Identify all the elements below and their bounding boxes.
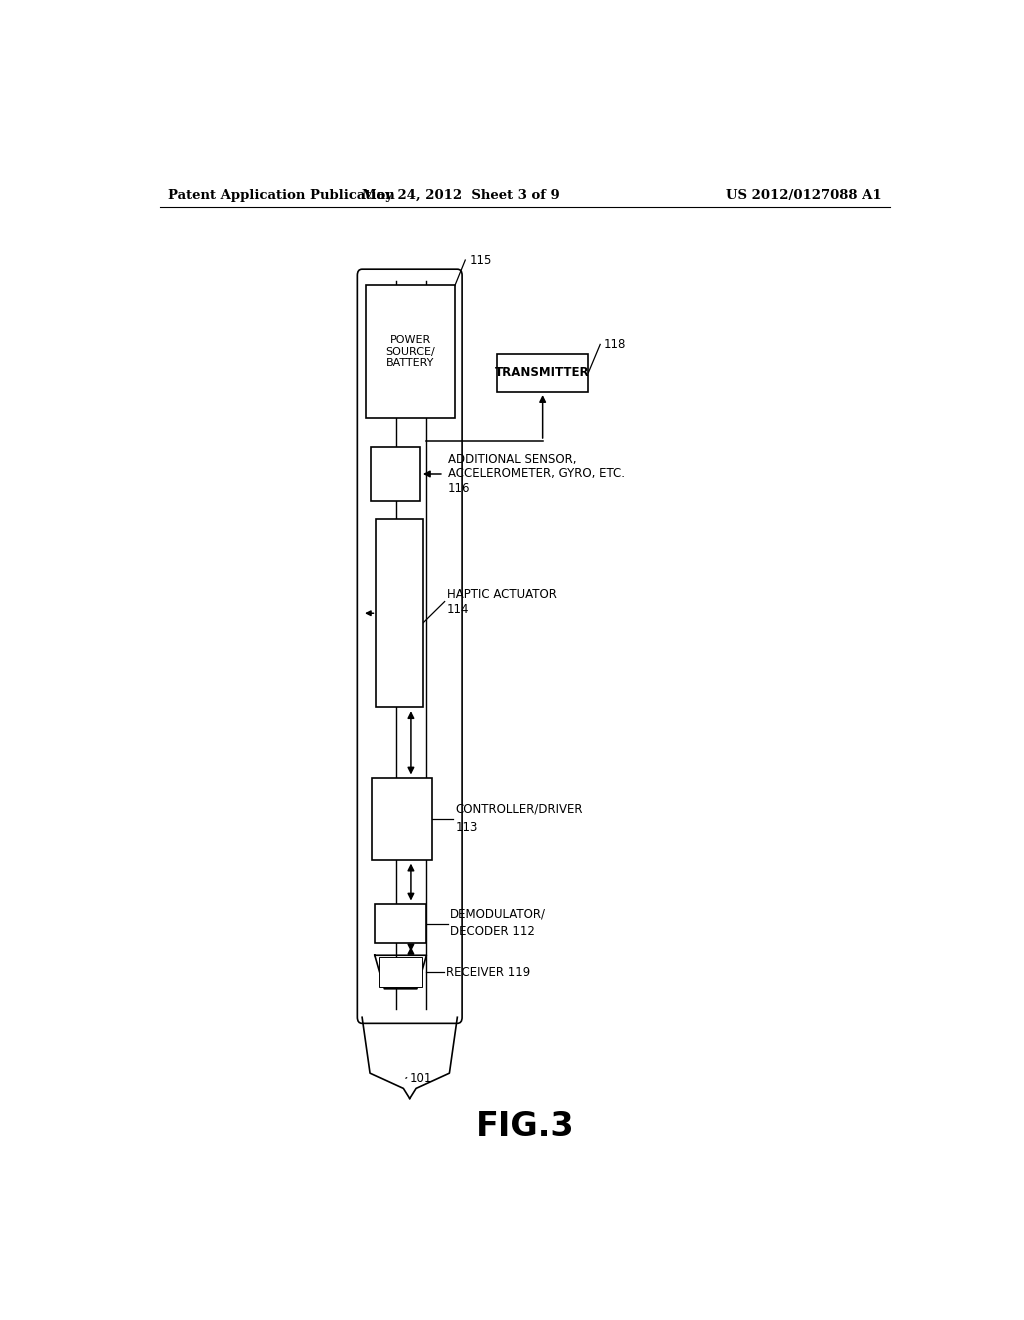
Bar <box>367 285 455 417</box>
Bar <box>379 957 423 987</box>
Text: 116: 116 <box>447 482 470 495</box>
Text: CONTROLLER/DRIVER: CONTROLLER/DRIVER <box>456 803 584 816</box>
Text: POWER
SOURCE/
BATTERY: POWER SOURCE/ BATTERY <box>386 335 435 368</box>
Text: HAPTIC ACTUATOR: HAPTIC ACTUATOR <box>447 587 557 601</box>
Text: ADDITIONAL SENSOR,: ADDITIONAL SENSOR, <box>447 453 577 466</box>
Text: 113: 113 <box>456 821 478 834</box>
Bar <box>373 779 432 859</box>
Text: 118: 118 <box>604 338 627 351</box>
Text: ACCELEROMETER, GYRO, ETC.: ACCELEROMETER, GYRO, ETC. <box>447 467 625 480</box>
Text: Patent Application Publication: Patent Application Publication <box>168 189 394 202</box>
Text: 114: 114 <box>447 603 470 616</box>
FancyBboxPatch shape <box>357 269 462 1023</box>
Polygon shape <box>370 1073 450 1098</box>
Text: FIG.3: FIG.3 <box>475 1110 574 1143</box>
Bar <box>497 354 589 392</box>
Text: DECODER 112: DECODER 112 <box>451 925 536 939</box>
Text: May 24, 2012  Sheet 3 of 9: May 24, 2012 Sheet 3 of 9 <box>362 189 560 202</box>
Text: US 2012/0127088 A1: US 2012/0127088 A1 <box>726 189 882 202</box>
Bar <box>371 447 420 500</box>
Text: 101: 101 <box>410 1072 432 1085</box>
Bar <box>375 904 426 942</box>
Text: RECEIVER 119: RECEIVER 119 <box>446 965 530 978</box>
Text: 115: 115 <box>469 253 492 267</box>
Text: DEMODULATOR/: DEMODULATOR/ <box>451 907 546 920</box>
Bar <box>376 519 423 708</box>
Text: TRANSMITTER: TRANSMITTER <box>496 367 590 379</box>
